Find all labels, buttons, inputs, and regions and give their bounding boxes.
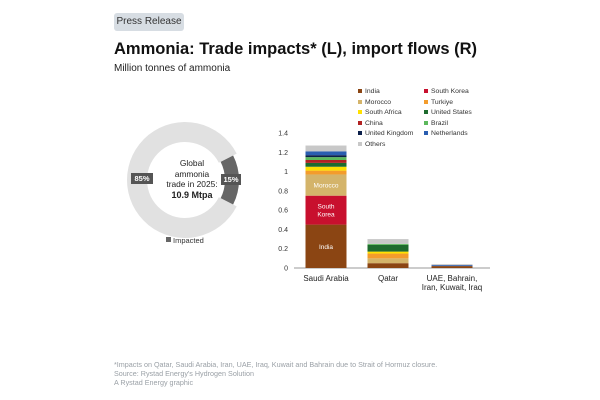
bar-segment-brazil [305,157,347,160]
bar-segment-india [431,266,473,268]
legend-item-south-korea: South Korea [424,88,469,95]
donut-center-total: 10.9 Mtpa [171,189,213,200]
legend-label-impacted: Impacted [173,236,204,245]
legend-item-others: Others [358,141,385,148]
bar-label-south-korea: Korea [317,212,335,219]
donut-label-85: 85% [131,173,153,184]
bar-segment-morocco [305,174,347,196]
bar-segment-india [305,224,347,268]
legend-swatch [424,110,428,114]
bar-segment-netherlands [431,265,473,267]
legend-item-india: India [358,88,380,95]
donut-slice-not-impacted [127,122,237,239]
legend-swatch [424,131,428,135]
legend-item-morocco: Morocco [358,99,391,106]
legend-swatch [424,99,428,104]
legend-item-netherlands: Netherlands [424,130,468,137]
x-tick-label: UAE, Bahrain, Iran, Kuwait, Iraq [421,274,483,292]
y-tick-label: 0.4 [278,227,288,234]
y-tick-label: 0.6 [278,208,288,215]
donut-label-15: 15% [221,174,241,185]
bar-segment-others [431,264,473,266]
legend-swatch [358,99,362,104]
legend-item-china: China [358,120,383,127]
footnote-impacts: *Impacts on Qatar, Saudi Arabia, Iran, U… [114,360,438,369]
legend-item-south-africa: South Africa [358,109,402,116]
bar-label-south-korea: South [318,204,335,211]
bar-segment-morocco [367,258,409,264]
bar-segment-india [367,263,409,268]
footnote-credit: A Rystad Energy graphic [114,378,194,387]
bar-segment-others [305,145,347,152]
bar-segment-south-korea [305,195,347,225]
legend-swatch [424,89,428,93]
x-tick-label: Saudi Arabia [303,274,349,283]
y-tick-label: 0.2 [278,246,288,253]
legend-label: Others [365,140,386,148]
bar-segment-south-africa [305,166,347,171]
legend-swatch [358,141,362,146]
legend-swatch-impacted [166,237,171,242]
bar-segment-united-states [367,244,409,252]
donut-center-line3: trade in 2025: [166,179,218,189]
bar-segment-south-africa [367,251,409,254]
legend-swatch [424,120,428,125]
bar-segment-united-kingdom [305,155,347,158]
y-tick-label: 1.2 [278,150,288,157]
donut-center-line1: Global [179,158,205,168]
legend-swatch [358,110,362,114]
y-tick-label: 1.4 [278,131,288,138]
donut-center-line2: ammonia [174,168,210,179]
bar-segment-brazil [367,243,409,245]
y-tick-label: 0.8 [278,188,288,195]
legend-swatch [358,131,362,135]
bar-segment-china [305,160,347,163]
legend-label: United Kingdom [365,130,414,137]
bar-segment-turkiye [367,253,409,259]
legend-item-turkiye: Turkiye [424,99,453,106]
legend-item-brazil: Brazil [424,120,448,127]
legend-label: South Korea [431,88,469,95]
donut-legend-impacted: Impacted [166,236,204,245]
legend-swatch [358,89,362,93]
y-tick-label: 1 [284,169,288,176]
bar-segment-others [367,239,409,244]
legend-label: United States [431,109,472,116]
legend-label: India [365,88,380,95]
legend-swatch [358,120,362,125]
legend-label: Brazil [431,119,448,127]
legend-label: Turkiye [431,98,454,106]
bar-segment-netherlands [305,151,347,156]
donut-center-text: Global ammonia trade in 2025: 10.9 Mtpa [143,158,241,200]
legend-item-united-states: United States [424,109,472,116]
footnotes: *Impacts on Qatar, Saudi Arabia, Iran, U… [114,360,437,387]
legend-label: China [365,119,383,127]
chart-title: Ammonia: Trade impacts* (L), import flow… [114,40,478,58]
x-tick-label: Qatar [377,274,398,283]
legend-label: South Africa [365,109,402,116]
chart-subtitle: Million tonnes of ammonia [114,63,231,74]
legend-label: Morocco [365,98,392,106]
legend-item-united-kingdom: United Kingdom [358,130,413,137]
footnote-source: Source: Rystad Energy's Hydrogen Solutio… [114,369,255,378]
bar-label-morocco: Morocco [314,183,339,190]
legend-label: Netherlands [431,130,468,137]
bar-segment-turkiye [305,170,347,175]
bar-label-india: India [319,244,333,251]
y-tick-label: 0 [284,266,288,273]
bar-segment-united-states [305,162,347,167]
press-release-badge: Press Release [114,13,184,31]
